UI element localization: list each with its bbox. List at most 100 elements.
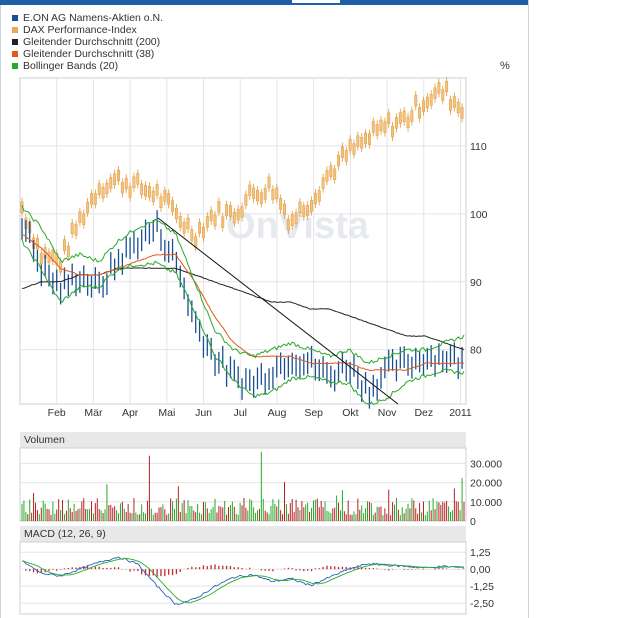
dax-candle bbox=[198, 222, 202, 234]
dax-candle bbox=[418, 107, 422, 119]
dax-candle bbox=[321, 177, 325, 189]
dax-candle bbox=[310, 200, 313, 212]
dax-candle bbox=[425, 96, 429, 109]
dax-candle bbox=[74, 224, 78, 236]
dax-candle bbox=[109, 177, 113, 189]
volume-title-bar bbox=[20, 432, 466, 448]
macd-plot-area bbox=[19, 541, 467, 615]
dax-candle bbox=[286, 218, 290, 231]
dax-candle bbox=[460, 107, 464, 119]
volume-panel-title: Volumen bbox=[24, 434, 65, 446]
dax-candle bbox=[364, 132, 368, 145]
dax-candle bbox=[93, 193, 97, 205]
volume-tick-label: 20.000 bbox=[470, 478, 502, 490]
active-tab-notch[interactable] bbox=[292, 0, 340, 3]
dax-candle bbox=[360, 137, 364, 149]
dax-candle bbox=[190, 229, 194, 241]
dax-candle bbox=[267, 176, 271, 189]
macd-tick-label: -1,25 bbox=[470, 581, 494, 593]
legend-label-ma200: Gleitender Durchschnitt (200) bbox=[23, 36, 161, 48]
x-tick-label: Mai bbox=[158, 407, 175, 419]
y-tick-label: 90 bbox=[470, 277, 482, 289]
dax-candle bbox=[379, 119, 383, 132]
macd-tick-label: -2,50 bbox=[470, 598, 494, 610]
legend-label-bollinger: Bollinger Bands (20) bbox=[23, 60, 119, 72]
dax-candle bbox=[275, 187, 279, 199]
dax-candle bbox=[113, 173, 117, 185]
dax-candle bbox=[383, 121, 387, 133]
legend-item-ma38[interactable]: Gleitender Durchschnitt (38) bbox=[12, 48, 163, 60]
bollinger-lower-line bbox=[21, 238, 465, 406]
dax-candle bbox=[317, 190, 321, 202]
trend-line bbox=[157, 217, 399, 405]
dax-candle bbox=[271, 188, 275, 201]
dax-candle bbox=[201, 226, 205, 239]
macd-tick-label: 1,25 bbox=[470, 547, 491, 559]
dax-candle bbox=[394, 117, 398, 129]
dax-candle bbox=[225, 204, 229, 216]
dax-candle bbox=[82, 213, 86, 225]
legend-item-dax[interactable]: DAX Performance-Index bbox=[12, 24, 163, 36]
x-tick-label: Okt bbox=[342, 407, 358, 419]
dax-candle bbox=[306, 204, 310, 217]
dax-candle bbox=[128, 186, 132, 198]
dax-candle bbox=[263, 188, 267, 200]
volume-plot-area bbox=[19, 447, 467, 522]
dax-candle bbox=[97, 183, 101, 195]
legend-swatch-bollinger bbox=[12, 63, 18, 69]
legend-label-eon: E.ON AG Namens-Aktien o.N. bbox=[23, 12, 164, 24]
legend-swatch-eon bbox=[12, 15, 18, 21]
dax-candle bbox=[313, 192, 317, 205]
dax-candle bbox=[174, 207, 178, 220]
dax-candle bbox=[298, 201, 302, 214]
dax-candle bbox=[163, 190, 167, 202]
macd-tick-label: 0,00 bbox=[470, 564, 491, 576]
dax-candle bbox=[194, 236, 198, 248]
y-tick-label: 110 bbox=[470, 141, 487, 153]
x-tick-label: Feb bbox=[48, 407, 66, 419]
dax-candle bbox=[132, 176, 136, 188]
dax-candle bbox=[437, 82, 441, 94]
dax-candle bbox=[294, 212, 298, 224]
dax-candle bbox=[410, 110, 414, 122]
macd-line bbox=[21, 556, 465, 605]
dax-candle bbox=[290, 214, 294, 226]
dax-candle bbox=[402, 110, 406, 123]
volume-tick-label: 30.000 bbox=[470, 458, 502, 470]
dax-candle bbox=[78, 211, 82, 223]
x-tick-label: Aug bbox=[268, 407, 287, 419]
dax-candle bbox=[371, 121, 375, 133]
volume-tick-label: 0 bbox=[470, 516, 476, 528]
top-accent-bar bbox=[0, 0, 528, 5]
x-tick-label: Jun bbox=[195, 407, 212, 419]
watermark-text: OnVista bbox=[226, 205, 370, 247]
price-axis-unit: % bbox=[500, 60, 510, 72]
dax-candle bbox=[387, 112, 391, 124]
legend-swatch-ma38 bbox=[12, 51, 18, 57]
dax-candle bbox=[209, 209, 213, 222]
x-tick-label: Dez bbox=[414, 407, 433, 419]
dax-candle bbox=[63, 239, 66, 251]
dax-candle bbox=[213, 214, 217, 227]
legend-item-ma200[interactable]: Gleitender Durchschnitt (200) bbox=[12, 36, 163, 48]
dax-candle bbox=[244, 194, 248, 206]
dax-candle bbox=[167, 193, 171, 205]
dax-candle bbox=[178, 216, 182, 228]
legend-item-bollinger[interactable]: Bollinger Bands (20) bbox=[12, 60, 163, 72]
dax-candle bbox=[406, 116, 410, 128]
dax-candle bbox=[452, 96, 456, 108]
dax-candle bbox=[66, 245, 70, 258]
x-tick-label: Mär bbox=[84, 407, 103, 419]
dax-candle bbox=[441, 89, 445, 101]
legend-item-eon[interactable]: E.ON AG Namens-Aktien o.N. bbox=[12, 12, 163, 24]
dax-candle bbox=[101, 186, 105, 199]
x-tick-label: Nov bbox=[378, 407, 397, 419]
dax-candle bbox=[302, 205, 306, 217]
dax-candle bbox=[232, 211, 236, 224]
dax-candle bbox=[159, 196, 163, 208]
x-tick-label: Sep bbox=[304, 407, 323, 419]
dax-candle bbox=[70, 222, 74, 235]
dax-candle bbox=[39, 252, 43, 265]
bollinger-upper-line bbox=[21, 205, 465, 365]
dax-candle bbox=[140, 183, 144, 195]
